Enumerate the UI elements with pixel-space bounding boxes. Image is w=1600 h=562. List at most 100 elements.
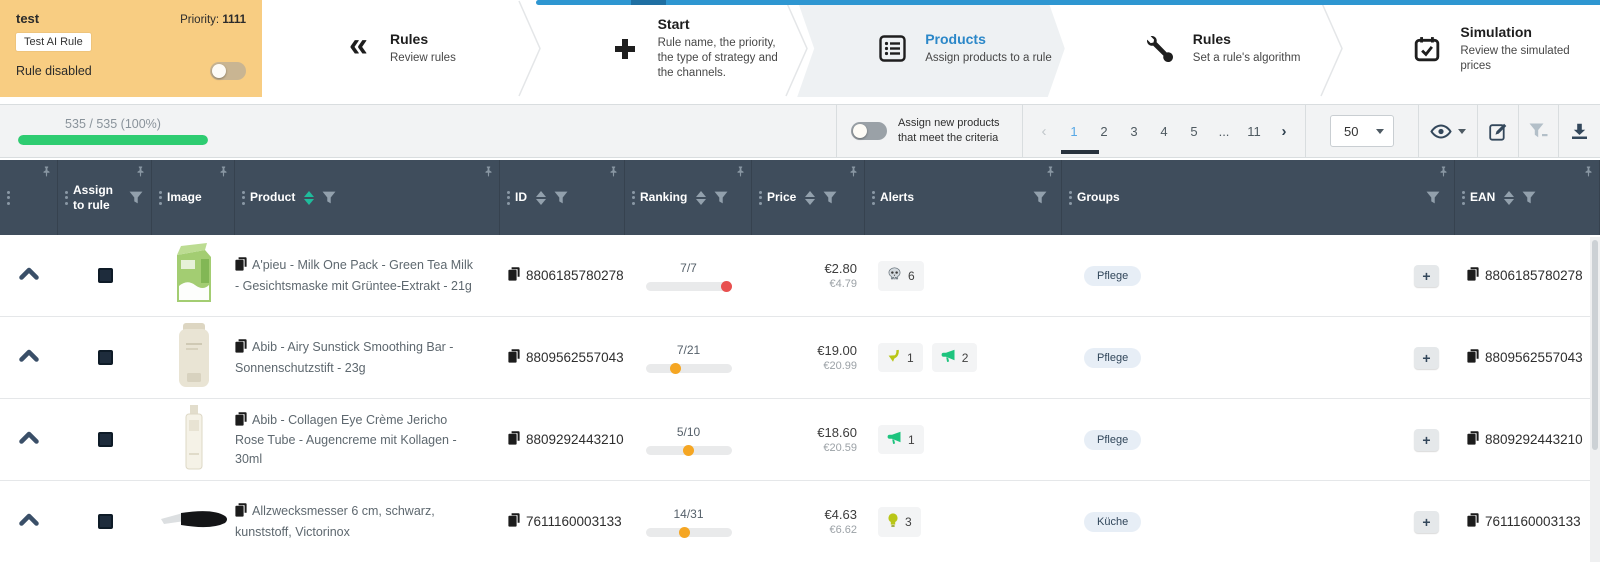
page-size-select[interactable]: 50	[1330, 115, 1394, 147]
add-to-group-button[interactable]: +	[1414, 510, 1439, 533]
page-prev-button[interactable]: ‹	[1041, 122, 1047, 140]
rule-enabled-toggle[interactable]	[210, 62, 246, 80]
wizard-step-rules-3[interactable]: Rules Set a rule's algorithm	[1064, 0, 1344, 97]
alert-badge[interactable]: 6	[878, 260, 924, 291]
drag-handle-icon[interactable]	[1462, 190, 1465, 205]
filter-icon[interactable]	[1522, 191, 1536, 204]
col-header-expand[interactable]	[0, 160, 58, 235]
filter-icon[interactable]	[823, 191, 837, 204]
page-button-2[interactable]: 2	[1100, 123, 1108, 139]
pin-column-icon[interactable]	[736, 165, 745, 183]
page-button-5[interactable]: 5	[1190, 123, 1198, 139]
filter-icon[interactable]	[322, 191, 336, 204]
wizard-step-start-1[interactable]: Start Rule name, the priority, the type o…	[529, 0, 809, 97]
pin-column-icon[interactable]	[1046, 165, 1055, 183]
page-button-4[interactable]: 4	[1160, 123, 1168, 139]
sort-icon[interactable]	[304, 190, 315, 205]
wizard-step-rules-0[interactable]: « Rules Review rules	[262, 0, 541, 97]
clear-filters-button[interactable]	[1518, 105, 1558, 157]
collapse-row-icon[interactable]	[18, 265, 40, 286]
pin-column-icon[interactable]	[1584, 165, 1593, 183]
scrollbar-thumb[interactable]	[1592, 240, 1598, 450]
drag-handle-icon[interactable]	[1069, 190, 1072, 205]
filter-icon[interactable]	[714, 191, 728, 204]
page-button-...[interactable]: ...	[1218, 123, 1230, 139]
collapse-row-icon[interactable]	[18, 429, 40, 450]
page-button-1[interactable]: 1	[1070, 123, 1078, 139]
drag-handle-icon[interactable]	[159, 190, 162, 205]
add-to-group-button[interactable]: +	[1414, 264, 1439, 287]
add-to-group-button[interactable]: +	[1414, 428, 1439, 451]
col-header-product[interactable]: Product	[235, 160, 500, 235]
col-header-price[interactable]: Price	[752, 160, 865, 235]
column-visibility-button[interactable]	[1418, 105, 1477, 157]
sort-icon[interactable]	[805, 190, 816, 205]
pin-column-icon[interactable]	[484, 165, 493, 183]
pin-column-icon[interactable]	[219, 165, 228, 183]
copy-icon[interactable]	[1467, 431, 1479, 448]
pin-column-icon[interactable]	[849, 165, 858, 183]
col-label: Image	[167, 190, 202, 204]
pin-column-icon[interactable]	[1439, 165, 1448, 183]
col-header-ean[interactable]: EAN	[1455, 160, 1600, 235]
copy-icon[interactable]	[235, 257, 247, 274]
col-header-id[interactable]: ID	[500, 160, 625, 235]
sort-icon[interactable]	[536, 190, 546, 205]
col-header-assign[interactable]: Assign to rule	[58, 160, 152, 235]
assign-checkbox[interactable]	[97, 514, 113, 529]
collapse-row-icon[interactable]	[18, 347, 40, 368]
pin-column-icon[interactable]	[136, 165, 145, 183]
copy-icon[interactable]	[508, 431, 520, 448]
sort-icon[interactable]	[1504, 190, 1515, 205]
copy-icon[interactable]	[235, 412, 247, 429]
bulk-edit-button[interactable]	[1477, 105, 1518, 157]
assign-new-products-toggle[interactable]	[851, 122, 887, 140]
wizard-step-products-2[interactable]: Products Assign products to a rule	[797, 0, 1065, 97]
col-header-image[interactable]: Image	[152, 160, 235, 235]
filter-icon[interactable]	[129, 191, 143, 204]
sort-icon[interactable]	[696, 190, 707, 205]
progress-bar	[18, 135, 208, 145]
copy-icon[interactable]	[1467, 267, 1479, 284]
pin-column-icon[interactable]	[609, 165, 618, 183]
stepper-scrollbar[interactable]	[536, 0, 1600, 5]
page-button-3[interactable]: 3	[1130, 123, 1138, 139]
copy-icon[interactable]	[1467, 513, 1479, 530]
export-button[interactable]	[1558, 105, 1600, 157]
stepper-scrollbar-thumb[interactable]	[631, 0, 666, 5]
alert-badge[interactable]: 1	[878, 425, 924, 454]
copy-icon[interactable]	[235, 503, 247, 520]
wizard-step-simulation-4[interactable]: Simulation Review the simulated prices	[1332, 0, 1600, 97]
drag-handle-icon[interactable]	[632, 190, 635, 205]
drag-handle-icon[interactable]	[872, 190, 875, 205]
pin-column-icon[interactable]	[42, 165, 51, 183]
col-header-groups[interactable]: Groups	[1062, 160, 1455, 235]
assign-checkbox[interactable]	[97, 432, 113, 447]
page-next-button[interactable]: ›	[1281, 122, 1287, 140]
drag-handle-icon[interactable]	[507, 190, 510, 205]
page-header: « Rules Review rules Start Rule name, the pr…	[0, 0, 1600, 97]
alert-badge[interactable]: 2	[931, 343, 978, 372]
drag-handle-icon[interactable]	[65, 190, 68, 205]
add-to-group-button[interactable]: +	[1414, 346, 1439, 369]
collapse-row-icon[interactable]	[18, 511, 40, 532]
copy-icon[interactable]	[508, 513, 520, 530]
page-button-11[interactable]: 11	[1247, 123, 1261, 139]
copy-icon[interactable]	[235, 339, 247, 356]
copy-icon[interactable]	[1467, 349, 1479, 366]
filter-icon[interactable]	[554, 191, 568, 204]
assign-checkbox[interactable]	[97, 268, 113, 283]
drag-handle-icon[interactable]	[7, 190, 10, 205]
alert-badge[interactable]: 3	[878, 506, 921, 537]
filter-icon[interactable]	[1033, 191, 1047, 204]
drag-handle-icon[interactable]	[242, 190, 245, 205]
copy-icon[interactable]	[508, 267, 520, 284]
alert-badge[interactable]: 1	[878, 343, 923, 372]
vertical-scrollbar[interactable]	[1590, 237, 1600, 562]
col-header-alerts[interactable]: Alerts	[865, 160, 1062, 235]
assign-checkbox[interactable]	[97, 350, 113, 365]
filter-icon[interactable]	[1426, 191, 1440, 204]
drag-handle-icon[interactable]	[759, 190, 762, 205]
col-header-ranking[interactable]: Ranking	[625, 160, 752, 235]
copy-icon[interactable]	[508, 349, 520, 366]
